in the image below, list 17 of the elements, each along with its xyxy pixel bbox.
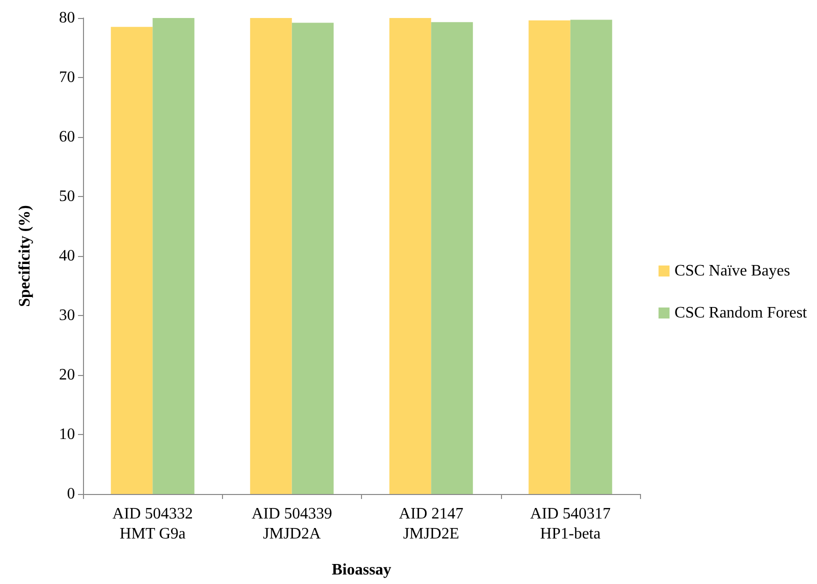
x-tick-label: AID 540317 HP1-beta [530, 506, 611, 542]
x-axis-title: Bioassay [332, 562, 392, 578]
x-tick-label: AID 504332 HMT G9a [112, 506, 193, 542]
y-tick-label: 20 [59, 366, 75, 384]
x-tick-label: AID 504339 JMJD2A [252, 506, 332, 542]
y-tick-label: 80 [59, 10, 75, 26]
x-tick-label: AID 2147 JMJD2E [398, 506, 464, 542]
y-tick-label: 40 [59, 248, 75, 264]
legend-label: CSC Naïve Bayes [674, 262, 790, 280]
y-tick-label: 30 [59, 307, 75, 324]
y-tick-label: 70 [59, 69, 75, 86]
y-tick-label: 60 [59, 128, 75, 146]
y-tick-label: 10 [59, 426, 75, 443]
y-axis-title: Specificity (%) [16, 205, 34, 307]
y-tick-label: 50 [59, 188, 75, 205]
legend-label: CSC Random Forest [674, 304, 808, 322]
y-tick-label: 0 [67, 486, 75, 502]
